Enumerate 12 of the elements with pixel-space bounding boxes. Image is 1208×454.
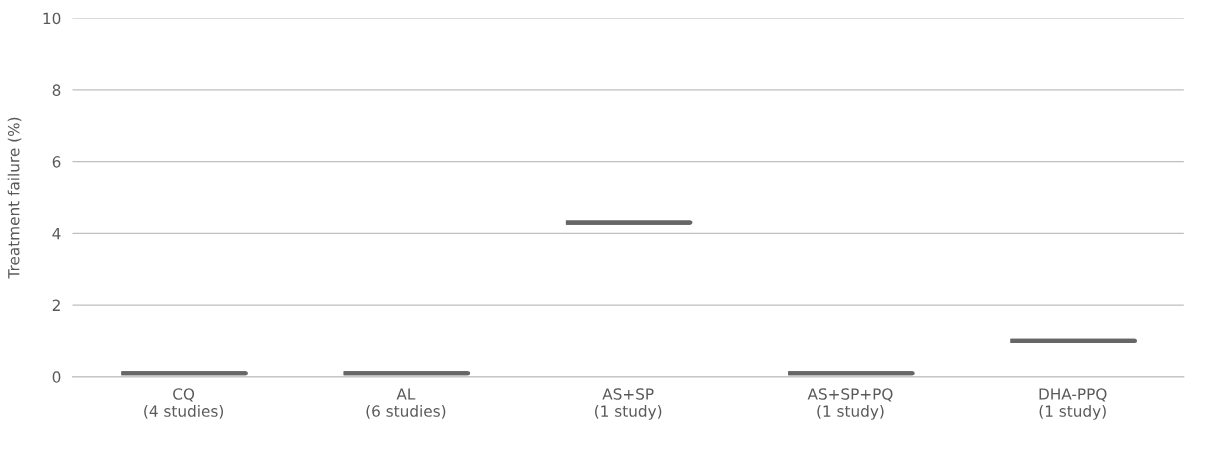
y-tick-label: 8 [52,84,61,96]
x-tick-label: AS+SP+PQ (1 study) [807,388,893,420]
x-tick-label: AL (6 studies) [366,388,446,419]
y-tick-label: 6 [52,156,61,168]
x-tick-label: DHA-PPQ (1 study) [1039,388,1107,420]
x-tick-label: AS+SP (1 study) [595,388,662,420]
y-tick-label: 0 [52,371,61,383]
x-tick-label: CQ (4 studies) [144,388,224,419]
y-axis-title: Treatment failure (%) [7,117,22,279]
y-tick-label: 2 [52,299,60,311]
y-tick-label: 10 [43,12,61,25]
y-tick-label: 4 [52,228,61,240]
